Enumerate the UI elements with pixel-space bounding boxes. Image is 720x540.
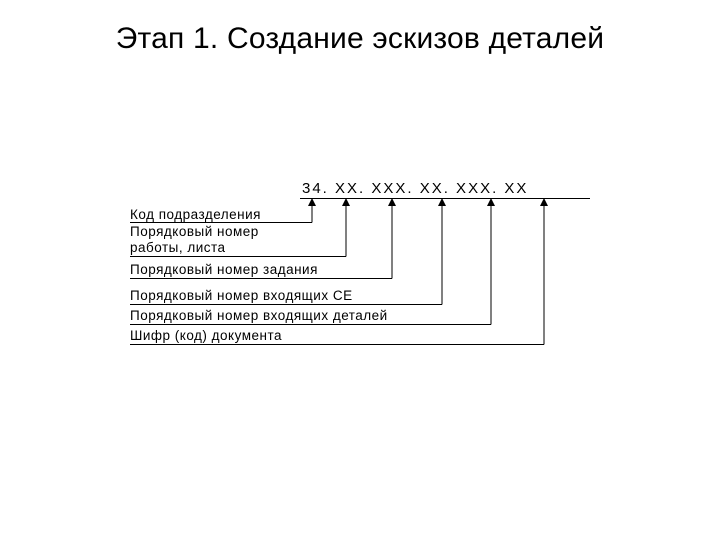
- label-underline: [130, 222, 306, 223]
- page-title: Этап 1. Создание эскизов деталей: [0, 22, 720, 56]
- label-row: Код подразделения: [130, 207, 261, 223]
- code-string: 34. ХХ. ХХХ. ХХ. ХХХ. ХХ: [302, 180, 590, 197]
- code-underline: [300, 198, 590, 199]
- label-underline: [130, 256, 330, 257]
- code-diagram: 34. ХХ. ХХХ. ХХ. ХХХ. ХХ Код подразделен…: [130, 180, 590, 420]
- label-underline: [130, 304, 432, 305]
- label-row: Порядковый номер работы, листа: [130, 224, 259, 255]
- label-underline: [130, 344, 530, 345]
- label-row: Шифр (код) документа: [130, 328, 282, 344]
- label-underline: [130, 324, 480, 325]
- label-row: Порядковый номер входящих деталей: [130, 308, 388, 324]
- label-row: Порядковый номер задания: [130, 262, 318, 278]
- label-row: Порядковый номер входящих СЕ: [130, 288, 353, 304]
- label-underline: [130, 278, 382, 279]
